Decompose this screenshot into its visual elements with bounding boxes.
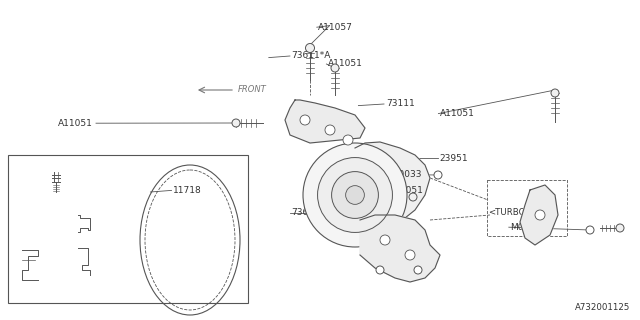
Text: A11051: A11051 [389,186,424,195]
Text: <TURBO>: <TURBO> [488,208,533,217]
Text: FRONT: FRONT [238,85,267,94]
Text: A11051: A11051 [440,109,474,118]
Polygon shape [520,185,558,245]
Text: 73111: 73111 [386,100,415,108]
Polygon shape [355,142,430,220]
Circle shape [409,193,417,201]
Circle shape [300,115,310,125]
Circle shape [232,119,240,127]
Text: 73611*B: 73611*B [291,208,331,217]
Circle shape [376,266,384,274]
Circle shape [346,186,364,204]
Polygon shape [360,215,440,282]
Text: 11718: 11718 [173,186,202,195]
Polygon shape [285,100,365,143]
Circle shape [305,44,314,52]
Text: A11051: A11051 [58,119,92,128]
Circle shape [616,224,624,232]
Text: 23951: 23951 [440,154,468,163]
Circle shape [405,250,415,260]
Circle shape [414,266,422,274]
Text: A732001125: A732001125 [575,303,630,312]
Circle shape [332,172,378,218]
Circle shape [551,89,559,97]
Text: M00033: M00033 [380,266,416,275]
Circle shape [303,143,407,247]
Circle shape [331,64,339,72]
Circle shape [380,235,390,245]
Text: M00033: M00033 [385,170,422,179]
Circle shape [535,210,545,220]
Circle shape [586,226,594,234]
Bar [8,155,248,303]
Text: 73611*A: 73611*A [291,52,331,60]
Text: A11057: A11057 [318,23,353,32]
Text: M00033: M00033 [510,223,547,232]
Bar [487,180,567,236]
Text: A11051: A11051 [328,60,363,68]
Circle shape [325,125,335,135]
Text: <NA>: <NA> [381,224,409,233]
Circle shape [434,171,442,179]
Circle shape [343,135,353,145]
Circle shape [317,157,392,232]
